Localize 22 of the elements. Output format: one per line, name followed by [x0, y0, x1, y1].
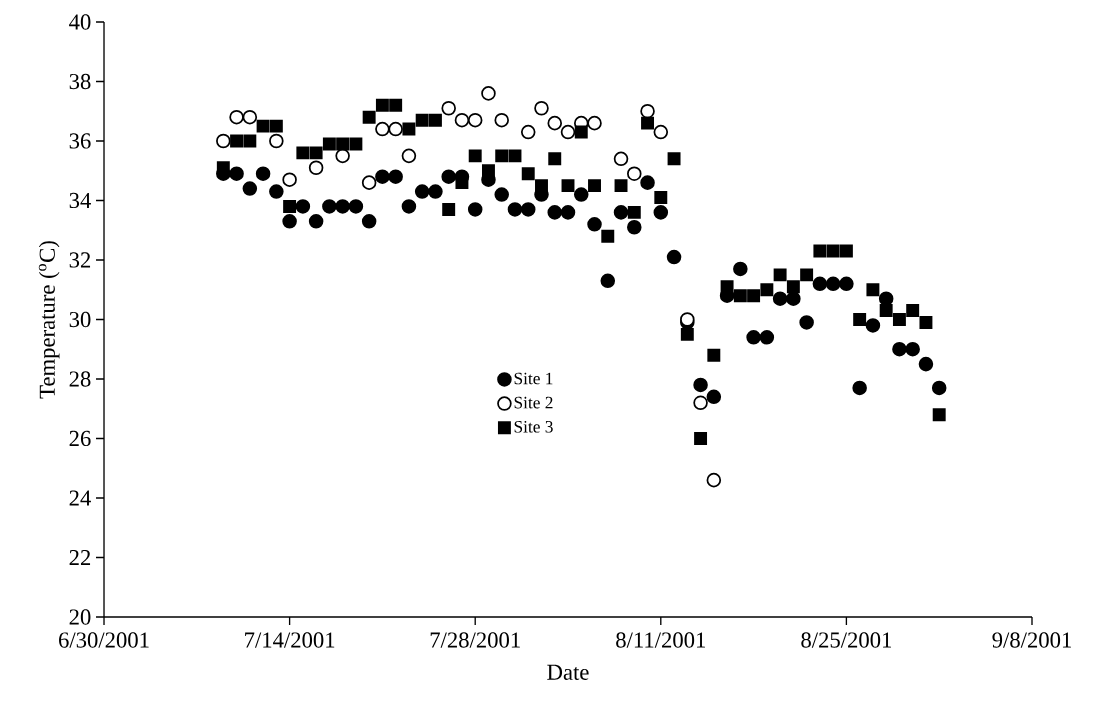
legend-label: Site 2 [514, 396, 553, 409]
x-tick-label: 7/14/2001 [245, 632, 335, 648]
y-tick-label: 30 [69, 311, 91, 328]
x-tick-label: 9/8/2001 [992, 632, 1071, 648]
legend-label: Site 1 [514, 372, 553, 385]
x-tick-label: 6/30/2001 [59, 632, 149, 648]
y-tick-label: 34 [69, 192, 91, 209]
y-tick-label: 20 [69, 609, 91, 625]
y-tick-label: 24 [69, 490, 91, 506]
x-tick-label: 8/11/2001 [616, 632, 705, 648]
y-tick-label: 32 [69, 252, 91, 268]
y-tick-label: 38 [69, 73, 91, 90]
y-tick-label: 22 [69, 549, 91, 565]
x-tick-label: 8/25/2001 [801, 632, 892, 648]
y-tick-label: 26 [69, 430, 91, 447]
y-tick-label: 40 [69, 14, 91, 30]
x-axis-title: Date [547, 664, 589, 680]
y-axis-title: Temperature ($^{o}$C) [38, 241, 60, 399]
legend-label: Site 3 [514, 420, 553, 433]
y-tick-label: 36 [69, 133, 91, 149]
x-tick-label: 7/28/2001 [430, 632, 520, 648]
y-tick-label: 28 [69, 371, 91, 387]
